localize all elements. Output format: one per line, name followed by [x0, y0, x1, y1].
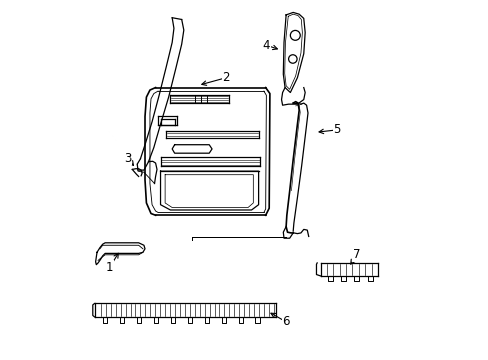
Text: 3: 3	[124, 152, 131, 165]
Text: 2: 2	[222, 71, 229, 84]
Text: 6: 6	[282, 315, 289, 328]
Text: 5: 5	[332, 123, 340, 136]
Text: 4: 4	[262, 39, 269, 52]
Text: 1: 1	[106, 261, 113, 274]
Text: 7: 7	[352, 248, 360, 261]
